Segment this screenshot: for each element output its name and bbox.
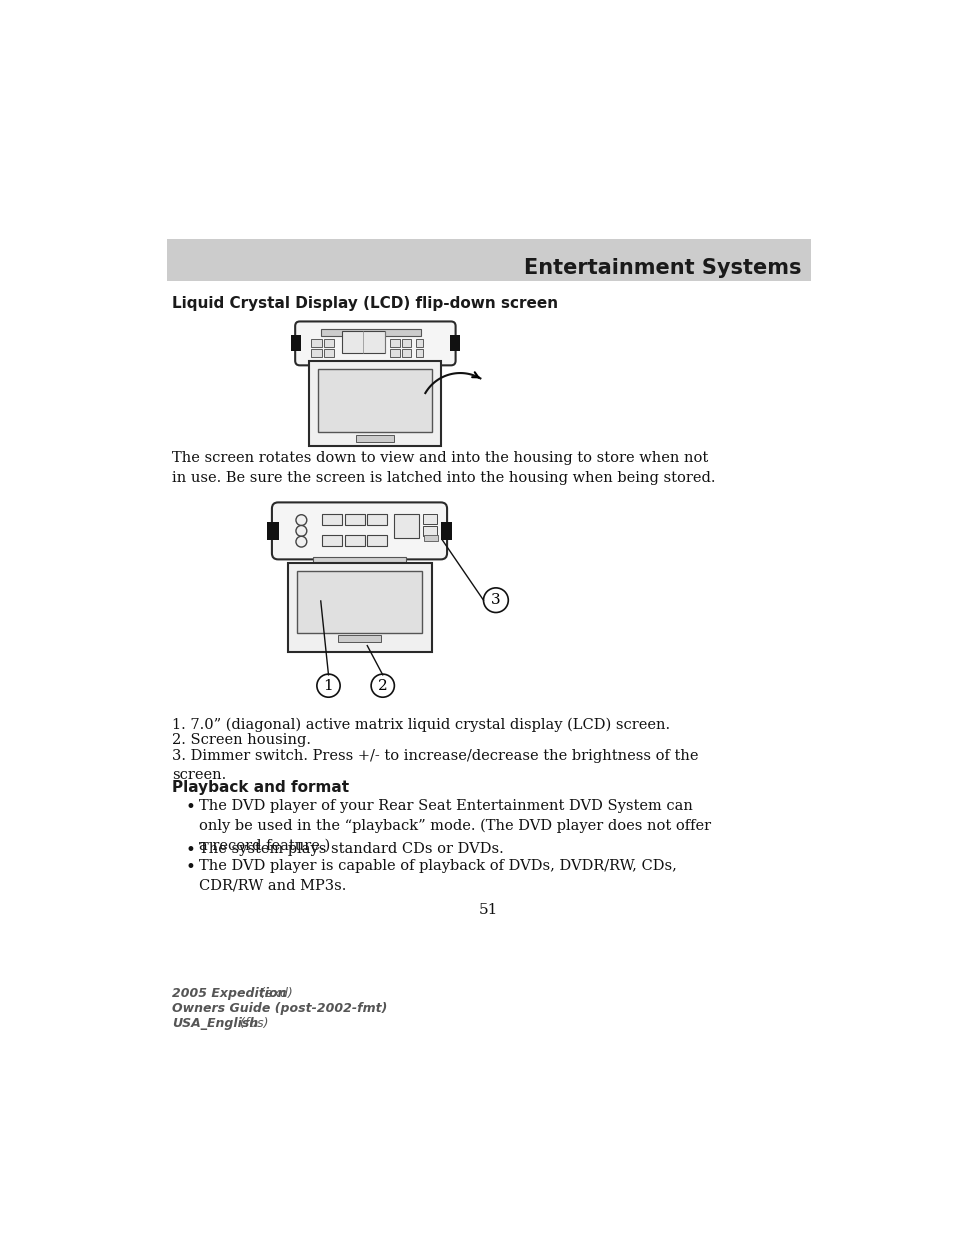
Bar	[440, 521, 452, 540]
Bar	[288, 563, 431, 652]
Bar	[297, 571, 422, 632]
Bar	[416, 350, 422, 357]
Bar	[450, 336, 459, 351]
FancyBboxPatch shape	[294, 321, 456, 366]
Circle shape	[483, 588, 508, 613]
Text: Playback and format: Playback and format	[172, 779, 349, 794]
Bar	[423, 535, 437, 541]
Circle shape	[371, 674, 394, 698]
Bar	[267, 521, 278, 540]
Text: •: •	[185, 799, 194, 816]
Text: The DVD player is capable of playback of DVDs, DVDR/RW, CDs,
CDR/RW and MP3s.: The DVD player is capable of playback of…	[199, 858, 677, 893]
Circle shape	[295, 536, 307, 547]
Bar	[313, 557, 406, 563]
Text: USA_English: USA_English	[172, 1016, 258, 1030]
Bar	[367, 535, 387, 546]
Bar	[422, 514, 436, 524]
Text: •: •	[185, 842, 194, 860]
Bar	[416, 340, 422, 347]
Bar	[322, 535, 342, 546]
Text: Owners Guide (post-2002-fmt): Owners Guide (post-2002-fmt)	[172, 1002, 387, 1015]
Text: 2005 Expedition: 2005 Expedition	[172, 988, 286, 1000]
Bar	[342, 331, 385, 353]
Bar	[402, 350, 411, 357]
Text: The DVD player of your Rear Seat Entertainment DVD System can
only be used in th: The DVD player of your Rear Seat Enterta…	[199, 799, 710, 852]
Bar	[390, 340, 399, 347]
Bar	[323, 350, 334, 357]
Text: The screen rotates down to view and into the housing to store when not
in use. B: The screen rotates down to view and into…	[172, 451, 715, 485]
Bar	[322, 514, 342, 525]
Text: Liquid Crystal Display (LCD) flip-down screen: Liquid Crystal Display (LCD) flip-down s…	[172, 296, 558, 311]
Text: 3. Dimmer switch. Press +/- to increase/decrease the brightness of the
screen.: 3. Dimmer switch. Press +/- to increase/…	[172, 748, 698, 782]
Bar	[337, 635, 381, 642]
Bar	[390, 350, 399, 357]
Circle shape	[295, 515, 307, 526]
Bar	[344, 535, 365, 546]
Bar	[320, 330, 421, 336]
Bar	[311, 350, 321, 357]
Bar	[367, 514, 387, 525]
Bar	[318, 369, 431, 432]
Text: (fus): (fus)	[236, 1016, 269, 1030]
Bar	[309, 362, 440, 446]
Bar	[422, 526, 436, 536]
Bar	[167, 240, 810, 282]
FancyBboxPatch shape	[272, 503, 447, 559]
Bar	[291, 336, 300, 351]
Bar	[355, 436, 394, 442]
Text: 2. Screen housing.: 2. Screen housing.	[172, 734, 311, 747]
Text: Entertainment Systems: Entertainment Systems	[523, 258, 801, 278]
Bar	[344, 514, 365, 525]
Text: 3: 3	[491, 593, 500, 608]
Bar	[323, 340, 334, 347]
Bar	[311, 340, 321, 347]
Text: 1: 1	[323, 679, 333, 693]
Text: 1. 7.0” (diagonal) active matrix liquid crystal display (LCD) screen.: 1. 7.0” (diagonal) active matrix liquid …	[172, 718, 669, 732]
Circle shape	[316, 674, 340, 698]
Text: 2: 2	[377, 679, 387, 693]
Bar	[394, 514, 418, 537]
Circle shape	[295, 526, 307, 536]
Text: 51: 51	[478, 903, 498, 916]
Text: The system plays standard CDs or DVDs.: The system plays standard CDs or DVDs.	[199, 842, 503, 856]
Bar	[402, 340, 411, 347]
Text: •: •	[185, 858, 194, 876]
Text: (exd): (exd)	[255, 988, 292, 1000]
